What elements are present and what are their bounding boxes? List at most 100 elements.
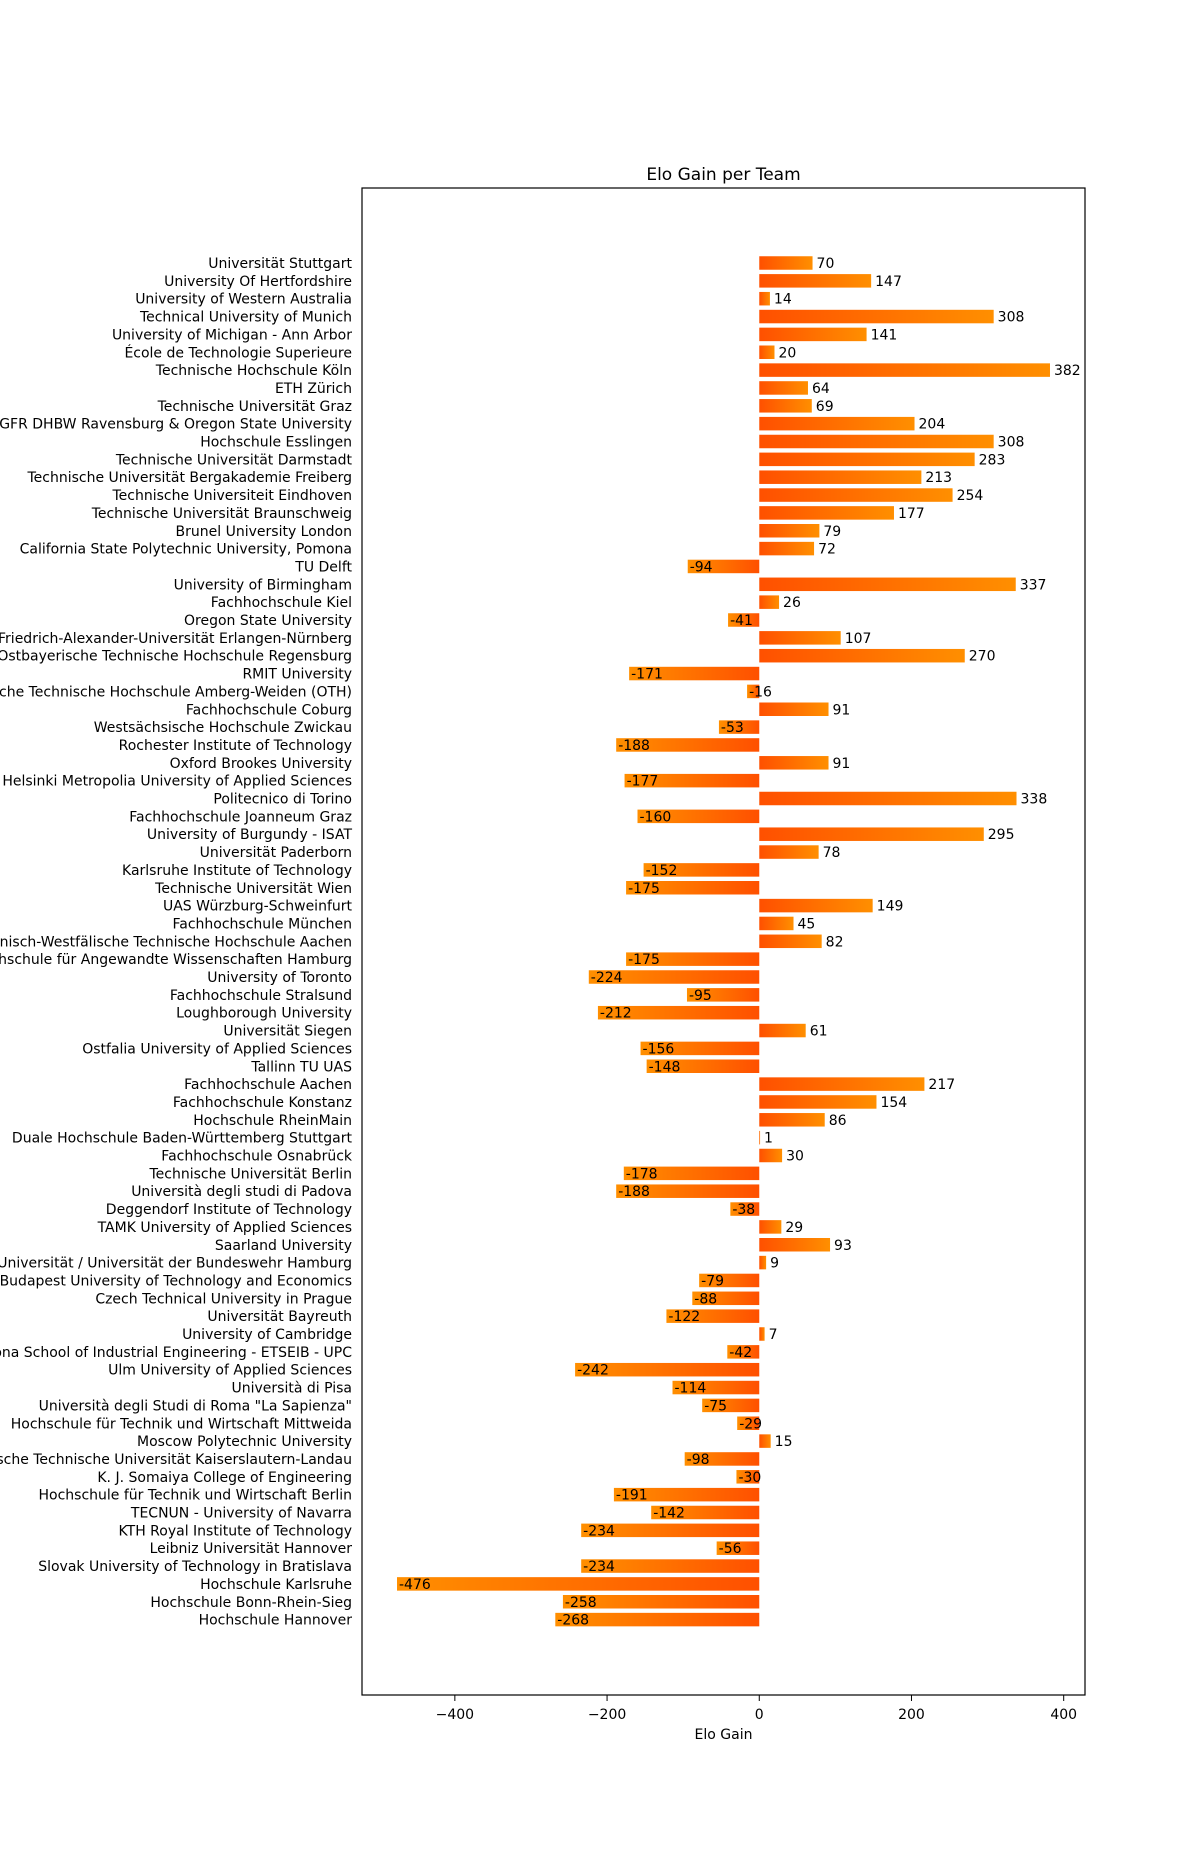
category-label: Technische Universität Bergakademie Frei… xyxy=(26,470,352,486)
value-label: -42 xyxy=(729,1345,752,1361)
bar xyxy=(616,1184,760,1198)
plot-frame xyxy=(361,187,1086,1696)
bar xyxy=(759,898,873,913)
value-label: -148 xyxy=(649,1059,681,1075)
category-label: Tallinn TU UAS xyxy=(250,1059,352,1075)
category-label: Czech Technical University in Prague xyxy=(95,1291,352,1307)
category-label: Loughborough University xyxy=(176,1006,352,1022)
value-label: 91 xyxy=(833,756,851,772)
bar xyxy=(624,773,760,788)
bar xyxy=(727,1345,760,1359)
bar xyxy=(759,1327,765,1341)
value-label: -95 xyxy=(689,988,712,1004)
value-label: -98 xyxy=(687,1452,710,1468)
category-label: Oxford Brookes University xyxy=(170,756,352,772)
bar xyxy=(759,916,794,931)
bar xyxy=(702,1398,760,1413)
bar xyxy=(666,1309,760,1323)
category-label: Fachhochschule Stralsund xyxy=(170,988,352,1004)
bars-group xyxy=(397,256,1050,1627)
bar xyxy=(643,863,760,877)
value-label: -79 xyxy=(701,1273,724,1289)
x-tick-label: 400 xyxy=(1050,1707,1077,1723)
bar xyxy=(759,256,813,270)
value-label: 7 xyxy=(769,1327,778,1343)
bar xyxy=(759,488,953,502)
category-label: Deggendorf Institute of Technology xyxy=(106,1202,352,1218)
bar xyxy=(759,1095,877,1109)
bar xyxy=(736,1470,760,1484)
bar xyxy=(759,524,820,538)
bar xyxy=(692,1291,760,1306)
category-label: TU Delft xyxy=(294,559,352,575)
bar xyxy=(716,1541,760,1555)
value-label: 308 xyxy=(998,310,1025,326)
value-label: -171 xyxy=(631,667,663,683)
category-label: University of Michigan - Ann Arbor xyxy=(112,327,352,343)
value-label: -88 xyxy=(694,1291,717,1307)
category-label: Fachhochschule München xyxy=(173,916,353,932)
value-label: 61 xyxy=(810,1024,828,1040)
x-axis: −400 −200 0 200 400 xyxy=(436,1695,1077,1723)
bar xyxy=(759,541,815,556)
category-label: K. J. Somaiya College of Engineering xyxy=(97,1470,352,1486)
value-label: 283 xyxy=(979,452,1006,468)
value-label: 204 xyxy=(919,417,946,433)
value-label: 26 xyxy=(783,595,801,611)
category-label: Hochschule für Angewandte Wissenschaften… xyxy=(0,952,352,968)
category-label: Hochschule für Technik und Wirtschaft Be… xyxy=(39,1488,352,1504)
x-tick-label: 200 xyxy=(898,1707,925,1723)
value-label: 20 xyxy=(778,345,796,361)
bar xyxy=(728,613,760,627)
category-label: Helsinki Metropolia University of Applie… xyxy=(2,774,352,790)
category-label: Hochschule Karlsruhe xyxy=(200,1577,352,1593)
value-label: -30 xyxy=(738,1470,761,1486)
bar xyxy=(759,1113,825,1127)
category-label: Hochschule Bonn-Rhein-Sieg xyxy=(150,1595,352,1611)
category-label: Fachhochschule Osnabrück xyxy=(161,1149,353,1165)
category-label: TECNUN - University of Navarra xyxy=(130,1506,352,1522)
value-label: -476 xyxy=(399,1577,431,1593)
value-label: -242 xyxy=(577,1363,609,1379)
bar xyxy=(718,720,760,734)
category-label: Slovak University of Technology in Brati… xyxy=(38,1559,352,1575)
category-label: Friedrich-Alexander-Universität Erlangen… xyxy=(0,631,352,647)
value-label: 337 xyxy=(1020,577,1047,593)
value-label: 79 xyxy=(823,524,841,540)
value-label: 308 xyxy=(998,435,1025,451)
bar xyxy=(759,434,994,449)
category-label: Duale Hochschule Baden-Württemberg Stutt… xyxy=(12,1131,353,1147)
value-label: 149 xyxy=(877,899,904,915)
category-label: Karlsruhe Institute of Technology xyxy=(122,863,352,879)
bar xyxy=(699,1273,760,1288)
value-label: 29 xyxy=(785,1220,803,1236)
value-label: 141 xyxy=(871,327,898,343)
x-tick-label: 0 xyxy=(755,1707,764,1723)
category-label: TAMK University of Applied Sciences xyxy=(97,1220,352,1236)
category-label: GFR DHBW Ravensburg & Oregon State Unive… xyxy=(0,417,352,433)
bar xyxy=(684,1452,760,1466)
category-label: UAS Würzburg-Schweinfurt xyxy=(163,899,353,915)
value-label: 69 xyxy=(816,399,834,415)
bar xyxy=(759,1148,783,1163)
category-label: ETH Zürich xyxy=(275,381,352,397)
value-label: -234 xyxy=(583,1523,615,1539)
value-label: 177 xyxy=(898,506,925,522)
category-label: Universität Bayreuth xyxy=(207,1309,352,1325)
bar xyxy=(637,809,760,824)
value-label: -177 xyxy=(627,774,659,790)
category-label: Fachhochschule Coburg xyxy=(186,702,352,718)
bar xyxy=(759,416,915,431)
bar xyxy=(759,702,829,716)
category-label: KTH Royal Institute of Technology xyxy=(119,1523,352,1539)
category-label: University of Toronto xyxy=(207,970,352,986)
value-label: 107 xyxy=(845,631,872,647)
bar xyxy=(759,1238,831,1252)
bar xyxy=(686,988,760,1002)
bar xyxy=(759,399,812,413)
value-label: -142 xyxy=(653,1506,685,1522)
value-label: -75 xyxy=(704,1398,727,1414)
value-label: -38 xyxy=(732,1202,755,1218)
x-axis-title: Elo Gain xyxy=(695,1727,753,1743)
bar xyxy=(730,1202,760,1216)
